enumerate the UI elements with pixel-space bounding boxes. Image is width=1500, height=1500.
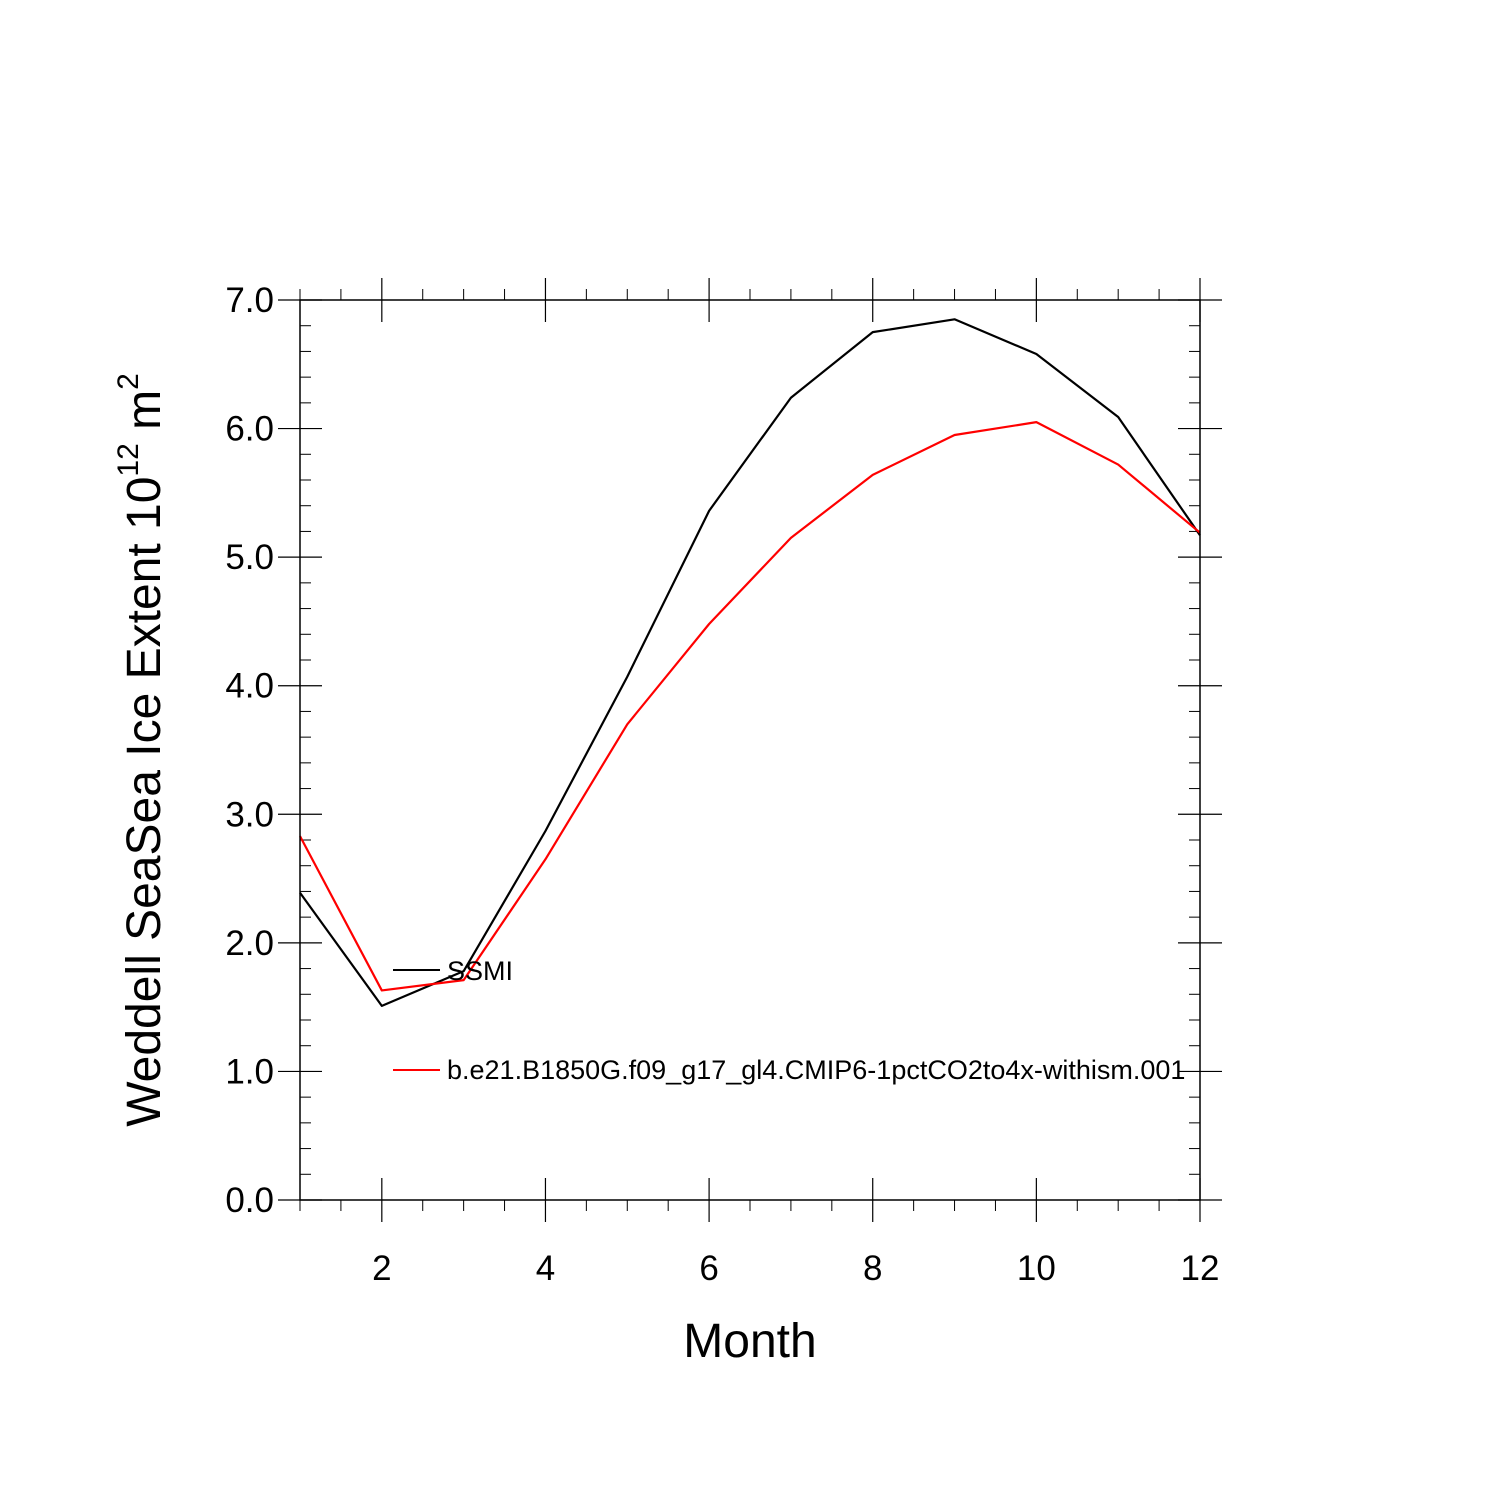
y-tick-label: 3.0 xyxy=(225,795,274,834)
x-tick-labels: 2 4 6 8 10 12 xyxy=(372,1249,1219,1288)
x-tick-label: 2 xyxy=(372,1249,391,1288)
series-line-ssmi xyxy=(299,318,1201,1007)
y-tick-label: 7.0 xyxy=(225,281,274,320)
y-tick-labels: 0.0 1.0 2.0 3.0 4.0 5.0 6.0 7.0 xyxy=(225,281,274,1220)
y-tick-label: 5.0 xyxy=(225,538,274,577)
x-tick-label: 12 xyxy=(1181,1249,1220,1288)
x-tick-label: 6 xyxy=(699,1249,718,1288)
legend-label-model: b.e21.B1850G.f09_g17_gl4.CMIP6-1pctCO2to… xyxy=(447,1055,1185,1085)
y-axis-label: Weddell SeaSea Ice Extent 1012 m2 xyxy=(112,373,171,1127)
series-lines xyxy=(299,318,1201,1007)
x-axis-label: Month xyxy=(683,1315,816,1368)
legend-label-ssmi: SSMI xyxy=(447,956,513,986)
series-line-model xyxy=(299,421,1201,992)
x-tick-label: 4 xyxy=(536,1249,555,1288)
y-tick-label: 1.0 xyxy=(225,1052,274,1091)
y-tick-label: 2.0 xyxy=(225,924,274,963)
y-tick-label: 6.0 xyxy=(225,410,274,449)
legend: SSMI b.e21.B1850G.f09_g17_gl4.CMIP6-1pct… xyxy=(393,956,1185,1085)
plot-frame xyxy=(299,299,1201,1201)
x-tick-label: 8 xyxy=(863,1249,882,1288)
y-tick-label: 4.0 xyxy=(225,667,274,706)
y-tick-label: 0.0 xyxy=(225,1181,274,1220)
minor-ticks xyxy=(299,289,1200,1211)
x-tick-label: 10 xyxy=(1017,1249,1056,1288)
